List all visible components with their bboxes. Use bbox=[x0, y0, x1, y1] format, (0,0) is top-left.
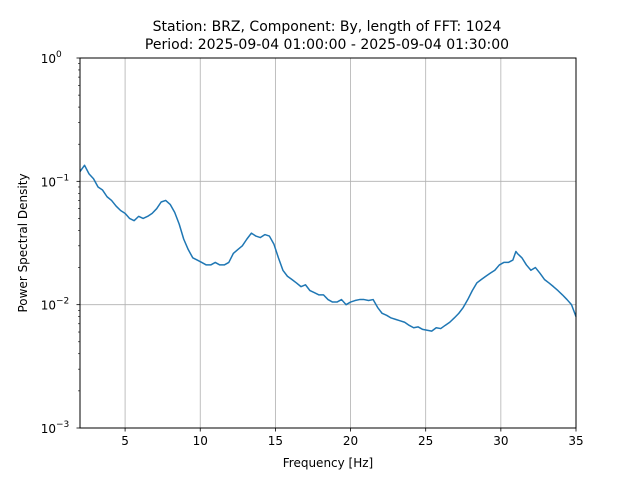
y-tick-base: 10 bbox=[41, 422, 56, 436]
y-tick-exponent: 0 bbox=[56, 50, 62, 60]
y-tick-label: 10 0 bbox=[41, 50, 62, 66]
plot-lines bbox=[79, 164, 577, 332]
y-tick-base: 10 bbox=[41, 52, 56, 66]
chart-title-line2: Period: 2025-09-04 01:00:00 - 2025-09-04… bbox=[145, 37, 509, 53]
x-tick-label: 35 bbox=[568, 434, 583, 448]
x-tick-label: 15 bbox=[268, 434, 283, 448]
y-tick-label: 10 −3 bbox=[41, 420, 70, 436]
x-tick-label: 5 bbox=[121, 434, 129, 448]
x-tick-label: 10 bbox=[193, 434, 208, 448]
x-tick-label: 25 bbox=[418, 434, 433, 448]
plot-frame bbox=[79, 57, 577, 429]
y-tick-base: 10 bbox=[41, 175, 56, 189]
grid-lines bbox=[80, 58, 576, 428]
y-tick-exponent: −1 bbox=[56, 173, 69, 183]
psd-series-line bbox=[79, 164, 577, 332]
x-tick-label: 20 bbox=[343, 434, 358, 448]
x-axis-label: Frequency [Hz] bbox=[283, 456, 374, 470]
y-axis-label: Power Spectral Density bbox=[16, 173, 30, 312]
x-tick-label: 30 bbox=[493, 434, 508, 448]
y-tick-base: 10 bbox=[41, 299, 56, 313]
y-tick-exponent: −3 bbox=[56, 420, 69, 430]
y-tick-exponent: −2 bbox=[56, 297, 69, 307]
chart-title-line1: Station: BRZ, Component: By, length of F… bbox=[153, 19, 502, 35]
y-tick-label: 10 −1 bbox=[41, 173, 70, 189]
y-tick-label: 10 −2 bbox=[41, 297, 70, 313]
